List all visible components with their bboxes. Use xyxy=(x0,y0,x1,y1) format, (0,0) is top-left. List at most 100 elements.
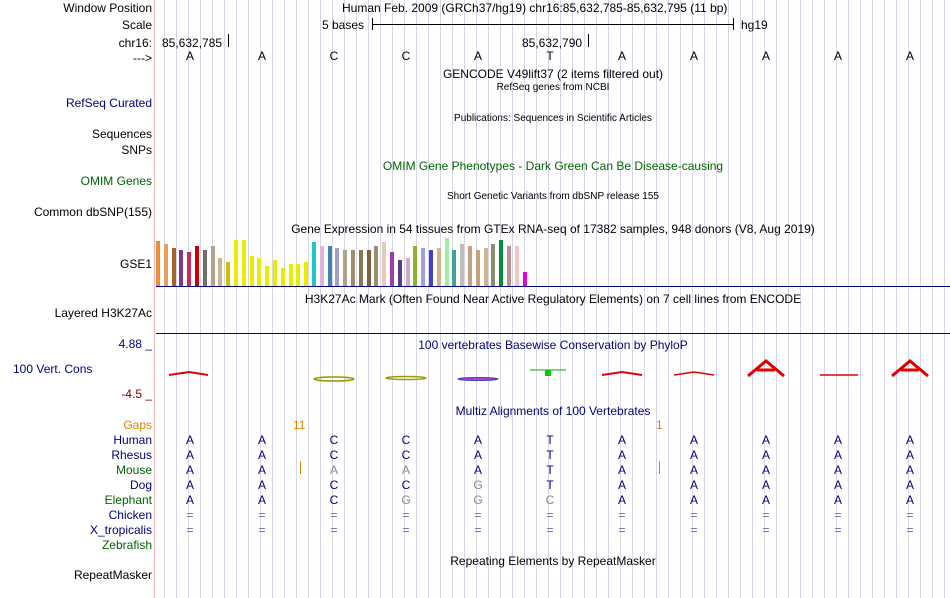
gtex-tissue-bar[interactable] xyxy=(202,250,207,286)
alignment-base: C xyxy=(401,478,411,492)
gtex-tissue-bar[interactable] xyxy=(413,246,418,286)
gtex-baseline xyxy=(156,286,950,287)
sequences-label[interactable]: Sequences xyxy=(91,127,152,141)
alignment-base: A xyxy=(617,478,626,492)
publications-title[interactable]: Publications: Sequences in Scientific Ar… xyxy=(454,113,652,124)
repeatmasker-title[interactable]: Repeating Elements by RepeatMasker xyxy=(450,554,656,568)
gtex-tissue-bar[interactable] xyxy=(234,240,238,286)
h3k27ac-baseline xyxy=(156,333,950,334)
multiz-title[interactable]: Multiz Alignments of 100 Vertebrates xyxy=(455,404,651,418)
alignment-base: G xyxy=(473,493,483,507)
refseq-title[interactable]: RefSeq genes from NCBI xyxy=(496,82,610,93)
species-label-human[interactable]: Human xyxy=(113,433,152,447)
gtex-label[interactable]: GSE1 xyxy=(119,257,152,271)
species-label-zebrafish[interactable]: Zebrafish xyxy=(101,538,152,552)
gtex-tissue-bar[interactable] xyxy=(163,244,168,286)
refseq-label[interactable]: RefSeq Curated xyxy=(65,96,152,110)
species-label-mouse[interactable]: Mouse xyxy=(115,463,152,477)
grid-line xyxy=(680,0,681,598)
h3k27ac-label[interactable]: Layered H3K27Ac xyxy=(54,306,152,320)
gtex-tissue-bar[interactable] xyxy=(195,246,199,286)
snps-label[interactable]: SNPs xyxy=(121,143,152,157)
gtex-tissue-bar[interactable] xyxy=(514,246,519,286)
gtex-tissue-bar[interactable] xyxy=(296,264,301,286)
scale-assembly: hg19 xyxy=(741,18,768,32)
gtex-tissue-bar[interactable] xyxy=(218,258,223,286)
alignment-base: = xyxy=(258,523,266,537)
gtex-tissue-bar[interactable] xyxy=(319,246,324,286)
gtex-tissue-bar[interactable] xyxy=(358,250,363,286)
gtex-tissue-bar[interactable] xyxy=(343,250,348,286)
gtex-tissue-bar[interactable] xyxy=(171,248,176,286)
species-label-chicken[interactable]: Chicken xyxy=(108,508,152,522)
gtex-tissue-bar[interactable] xyxy=(468,246,472,286)
h3k27ac-title[interactable]: H3K27Ac Mark (Often Found Near Active Re… xyxy=(304,292,802,306)
gtex-tissue-bar[interactable] xyxy=(280,268,285,286)
grid-line xyxy=(704,0,705,598)
gtex-tissue-bar[interactable] xyxy=(241,240,246,286)
gtex-tissue-bar[interactable] xyxy=(257,258,262,286)
gtex-tissue-bar[interactable] xyxy=(351,250,355,286)
gtex-tissue-bar[interactable] xyxy=(187,252,192,286)
gtex-tissue-bar[interactable] xyxy=(522,272,527,286)
gtex-tissue-bar[interactable] xyxy=(444,238,449,286)
gencode-title[interactable]: GENCODE V49lift37 (2 items filtered out) xyxy=(442,67,664,81)
gtex-tissue-bar[interactable] xyxy=(156,241,160,286)
gtex-tissue-bar[interactable] xyxy=(452,250,457,286)
gtex-tissue-bar[interactable] xyxy=(483,248,488,286)
gtex-bar-graph[interactable] xyxy=(156,236,950,286)
phylop-graph[interactable] xyxy=(156,350,950,400)
gtex-tissue-bar[interactable] xyxy=(475,250,480,286)
gtex-tissue-bar[interactable] xyxy=(390,252,394,286)
species-label-rhesus[interactable]: Rhesus xyxy=(111,448,152,462)
gtex-tissue-bar[interactable] xyxy=(436,248,441,286)
gtex-tissue-bar[interactable] xyxy=(304,262,309,286)
gtex-tissue-bar[interactable] xyxy=(397,260,402,286)
gaps-label[interactable]: Gaps xyxy=(123,418,152,432)
gtex-tissue-bar[interactable] xyxy=(226,262,231,286)
phylop-title[interactable]: 100 vertebrates Basewise Conservation by… xyxy=(418,338,688,352)
grid-line xyxy=(368,0,369,598)
gtex-tissue-bar[interactable] xyxy=(335,248,340,286)
gtex-tissue-bar[interactable] xyxy=(249,256,254,286)
gtex-tissue-bar[interactable] xyxy=(179,250,184,286)
gtex-tissue-bar[interactable] xyxy=(429,250,433,286)
phylop-label[interactable]: 100 Vert. Cons xyxy=(13,362,93,376)
gtex-tissue-bar[interactable] xyxy=(499,240,504,286)
species-label-x_tropicalis[interactable]: X_tropicalis xyxy=(89,523,152,537)
dbsnp-title[interactable]: Short Genetic Variants from dbSNP releas… xyxy=(447,191,659,202)
gtex-tissue-bar[interactable] xyxy=(460,244,465,286)
alignment-base: = xyxy=(474,508,482,522)
gtex-tissue-bar[interactable] xyxy=(265,266,270,286)
dbsnp-label[interactable]: Common dbSNP(155) xyxy=(33,205,152,219)
alignment-base: C xyxy=(401,433,411,447)
repeatmasker-label[interactable]: RepeatMasker xyxy=(73,568,152,582)
alignment-base: A xyxy=(689,478,698,492)
alignment-base: = xyxy=(546,523,554,537)
gtex-tissue-bar[interactable] xyxy=(405,258,410,286)
gtex-tissue-bar[interactable] xyxy=(273,260,277,286)
alignment-base: A xyxy=(761,448,770,462)
gtex-tissue-bar[interactable] xyxy=(382,242,387,286)
gtex-tissue-bar[interactable] xyxy=(366,250,371,286)
alignment-base: A xyxy=(833,433,842,447)
grid-line xyxy=(296,0,297,598)
gtex-tissue-bar[interactable] xyxy=(507,246,511,286)
gtex-tissue-bar[interactable] xyxy=(374,246,379,286)
gtex-tissue-bar[interactable] xyxy=(491,244,496,286)
grid-line xyxy=(320,0,321,598)
gtex-tissue-bar[interactable] xyxy=(312,242,316,286)
species-label-dog[interactable]: Dog xyxy=(129,478,152,492)
coord-left: 85,632,785 xyxy=(162,36,223,50)
species-label-elephant[interactable]: Elephant xyxy=(104,493,152,507)
gtex-tissue-bar[interactable] xyxy=(210,246,215,286)
gtex-tissue-bar[interactable] xyxy=(288,264,293,286)
alignment-base: A xyxy=(689,448,698,462)
alignment-base: A xyxy=(905,433,914,447)
gtex-title[interactable]: Gene Expression in 54 tissues from GTEx … xyxy=(291,222,815,236)
grid-line xyxy=(476,0,477,598)
omim-label[interactable]: OMIM Genes xyxy=(80,174,152,188)
gtex-tissue-bar[interactable] xyxy=(327,246,332,286)
gtex-tissue-bar[interactable] xyxy=(421,248,426,286)
omim-title[interactable]: OMIM Gene Phenotypes - Dark Green Can Be… xyxy=(382,159,724,173)
